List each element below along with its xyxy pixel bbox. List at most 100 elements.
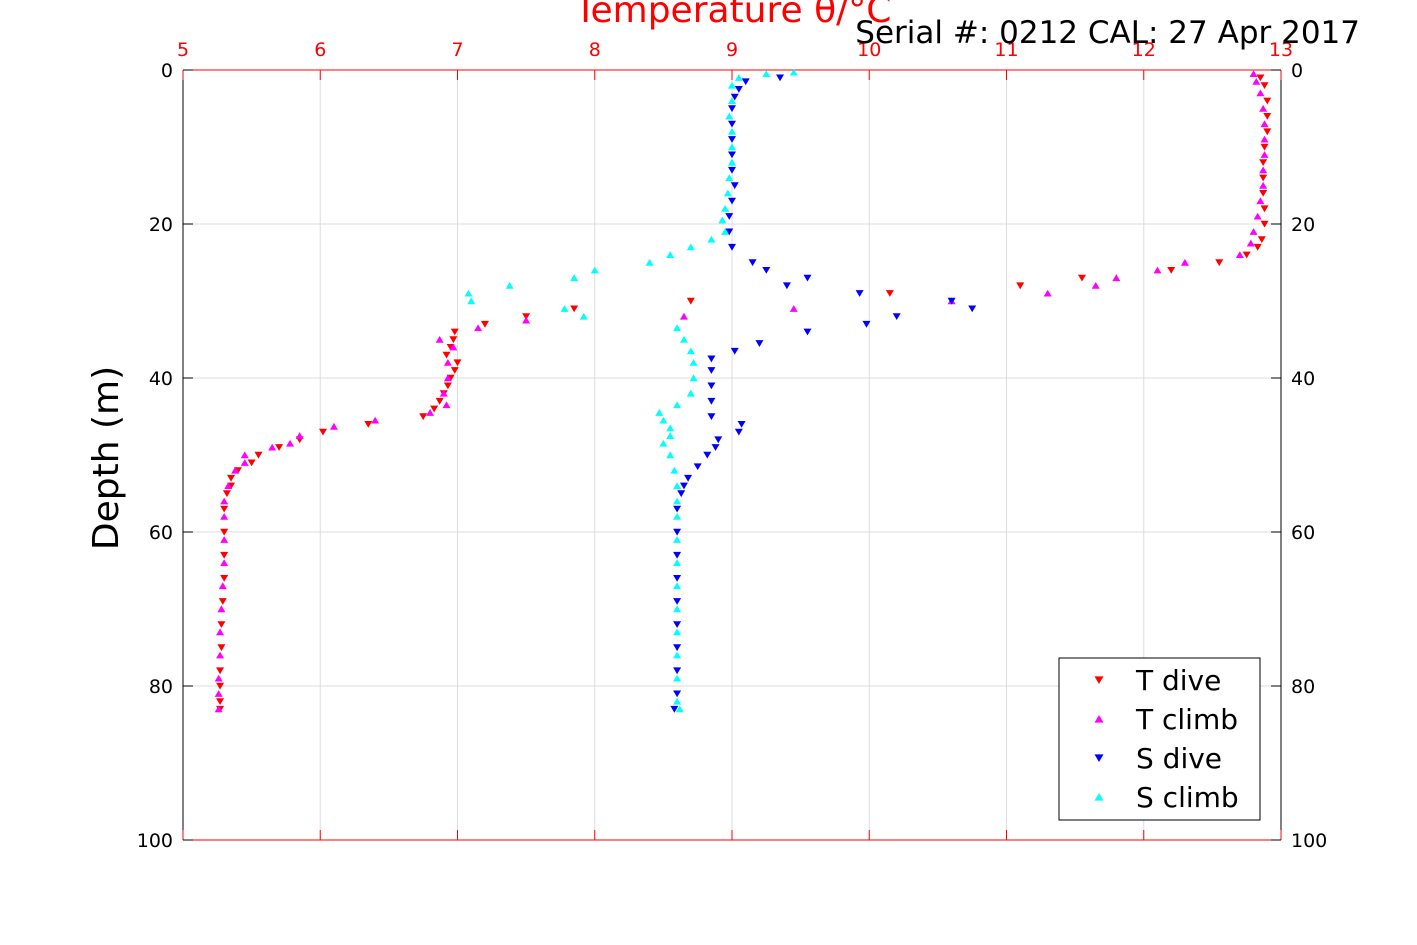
data-point <box>1256 197 1265 205</box>
data-point <box>723 189 732 197</box>
data-point <box>782 282 791 290</box>
data-point <box>443 374 452 382</box>
data-point <box>673 505 682 513</box>
data-point <box>450 328 459 336</box>
data-point <box>419 413 428 421</box>
data-point <box>1259 104 1268 112</box>
data-point <box>231 466 240 474</box>
data-point <box>464 289 473 297</box>
data-point <box>220 528 229 536</box>
data-point <box>220 536 229 543</box>
data-point <box>684 474 693 482</box>
data-point <box>435 335 444 343</box>
legend-label: S dive <box>1136 742 1222 775</box>
data-point <box>570 274 579 282</box>
data-point <box>1252 77 1261 85</box>
data-point <box>1260 143 1269 151</box>
data-point <box>686 389 695 397</box>
data-point <box>673 575 682 582</box>
data-point <box>268 443 277 451</box>
data-point <box>220 505 229 513</box>
data-point <box>240 451 249 459</box>
legend-marker <box>1094 792 1104 801</box>
data-point <box>686 347 695 355</box>
data-point <box>707 413 716 421</box>
legend-marker <box>1094 714 1104 723</box>
data-point <box>1260 135 1269 143</box>
data-point <box>686 243 695 251</box>
data-point <box>645 258 654 266</box>
data-point <box>590 266 599 274</box>
data-point <box>803 274 812 282</box>
data-point <box>1256 89 1265 97</box>
data-point <box>1112 274 1121 282</box>
legend-box <box>1058 657 1261 821</box>
data-point <box>741 78 750 86</box>
y-tick-label-left: 100 <box>137 830 173 852</box>
data-point <box>449 343 458 351</box>
data-point <box>1043 289 1052 297</box>
data-point <box>1215 259 1224 267</box>
data-point <box>439 389 448 397</box>
y-tick-label-right: 60 <box>1291 522 1315 544</box>
data-point <box>762 70 771 78</box>
data-point <box>673 551 682 559</box>
data-point <box>728 243 736 251</box>
data-point <box>725 112 734 120</box>
legend-label: T dive <box>1135 664 1221 697</box>
data-point <box>673 628 682 636</box>
data-point <box>1260 220 1269 228</box>
data-point <box>707 397 716 405</box>
data-point <box>1249 70 1258 78</box>
y-tick-label-left: 20 <box>149 214 173 236</box>
y-tick-label-right: 40 <box>1291 368 1315 390</box>
data-point <box>224 482 233 489</box>
data-point <box>1016 282 1025 290</box>
data-point <box>222 490 231 498</box>
x-tick-label: 9 <box>726 39 738 61</box>
data-point <box>426 409 435 416</box>
y-tick-label-left: 80 <box>149 676 173 698</box>
data-point <box>673 513 682 520</box>
data-point <box>734 74 743 81</box>
data-point <box>1260 151 1269 158</box>
data-point <box>666 451 675 459</box>
data-point <box>1091 282 1100 289</box>
data-point <box>1257 236 1266 243</box>
data-point <box>1242 251 1251 259</box>
data-point <box>216 698 225 705</box>
data-point <box>1077 274 1086 282</box>
data-point <box>1259 166 1268 174</box>
data-point <box>1253 212 1262 220</box>
data-point <box>673 324 682 332</box>
data-point <box>453 359 462 367</box>
data-point <box>1153 266 1162 274</box>
data-point <box>329 422 338 430</box>
data-point <box>675 705 684 713</box>
data-point <box>725 213 734 220</box>
data-point <box>679 335 688 343</box>
data-point <box>714 436 723 444</box>
data-point <box>673 605 682 613</box>
data-point <box>443 382 452 390</box>
data-point <box>443 359 452 366</box>
data-point <box>734 86 743 93</box>
legend-label: T climb <box>1135 703 1238 736</box>
data-point <box>728 128 736 135</box>
data-point <box>730 182 739 190</box>
data-point <box>737 421 746 428</box>
data-point <box>673 674 682 682</box>
data-point <box>803 328 812 336</box>
data-point <box>707 382 716 390</box>
data-point <box>734 428 743 436</box>
data-point <box>721 205 730 212</box>
data-point <box>679 312 688 320</box>
y-tick-label-right: 20 <box>1291 214 1315 236</box>
x-tick-label: 13 <box>1269 39 1293 61</box>
data-point <box>435 397 444 405</box>
data-point <box>689 374 698 382</box>
data-point <box>364 421 373 428</box>
data-point <box>673 482 682 489</box>
data-point <box>240 459 249 466</box>
